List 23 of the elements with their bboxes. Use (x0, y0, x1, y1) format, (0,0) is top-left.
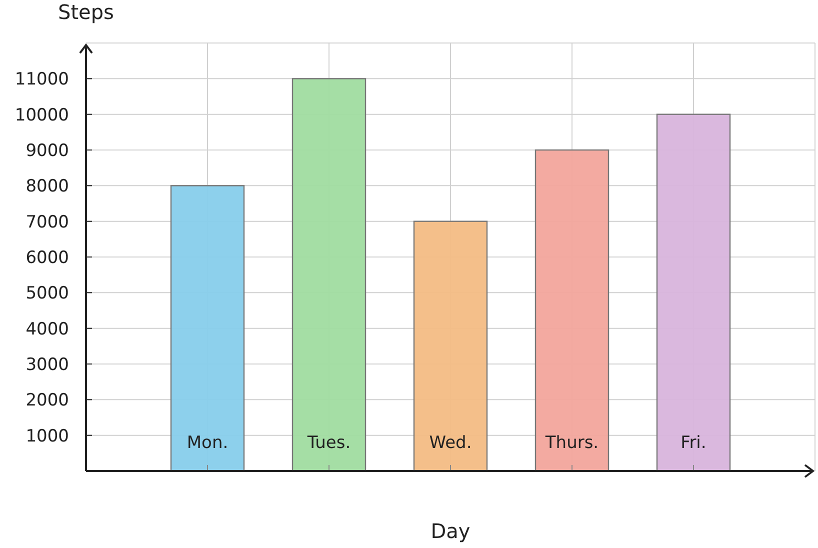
x-tick-label: Wed. (429, 433, 472, 453)
x-tick-label: Mon. (186, 433, 228, 453)
x-tick-label: Fri. (680, 433, 706, 453)
bar (413, 220, 488, 472)
y-axis-title: Steps (58, 0, 114, 24)
y-tick-label: 5000 (26, 284, 69, 304)
bar (534, 149, 610, 472)
x-tick-label: Thurs. (544, 433, 599, 453)
y-tick-label: 7000 (26, 212, 69, 232)
y-tick-label: 6000 (26, 248, 69, 268)
y-tick-label: 10000 (14, 105, 69, 126)
bar (170, 185, 245, 472)
y-tick-label: 9000 (26, 140, 69, 161)
x-tick-label: Tues. (306, 433, 351, 453)
bar (292, 78, 366, 472)
y-tick-label: 1000 (26, 426, 69, 446)
y-tick-label: 2000 (26, 390, 69, 411)
y-tick-label: 11000 (14, 70, 69, 90)
bar (656, 114, 731, 472)
x-axis-title: Day (430, 519, 470, 543)
y-tick-label: 3000 (26, 354, 69, 375)
y-tick-label: 4000 (26, 319, 69, 340)
y-tick-label: 8000 (26, 176, 69, 197)
